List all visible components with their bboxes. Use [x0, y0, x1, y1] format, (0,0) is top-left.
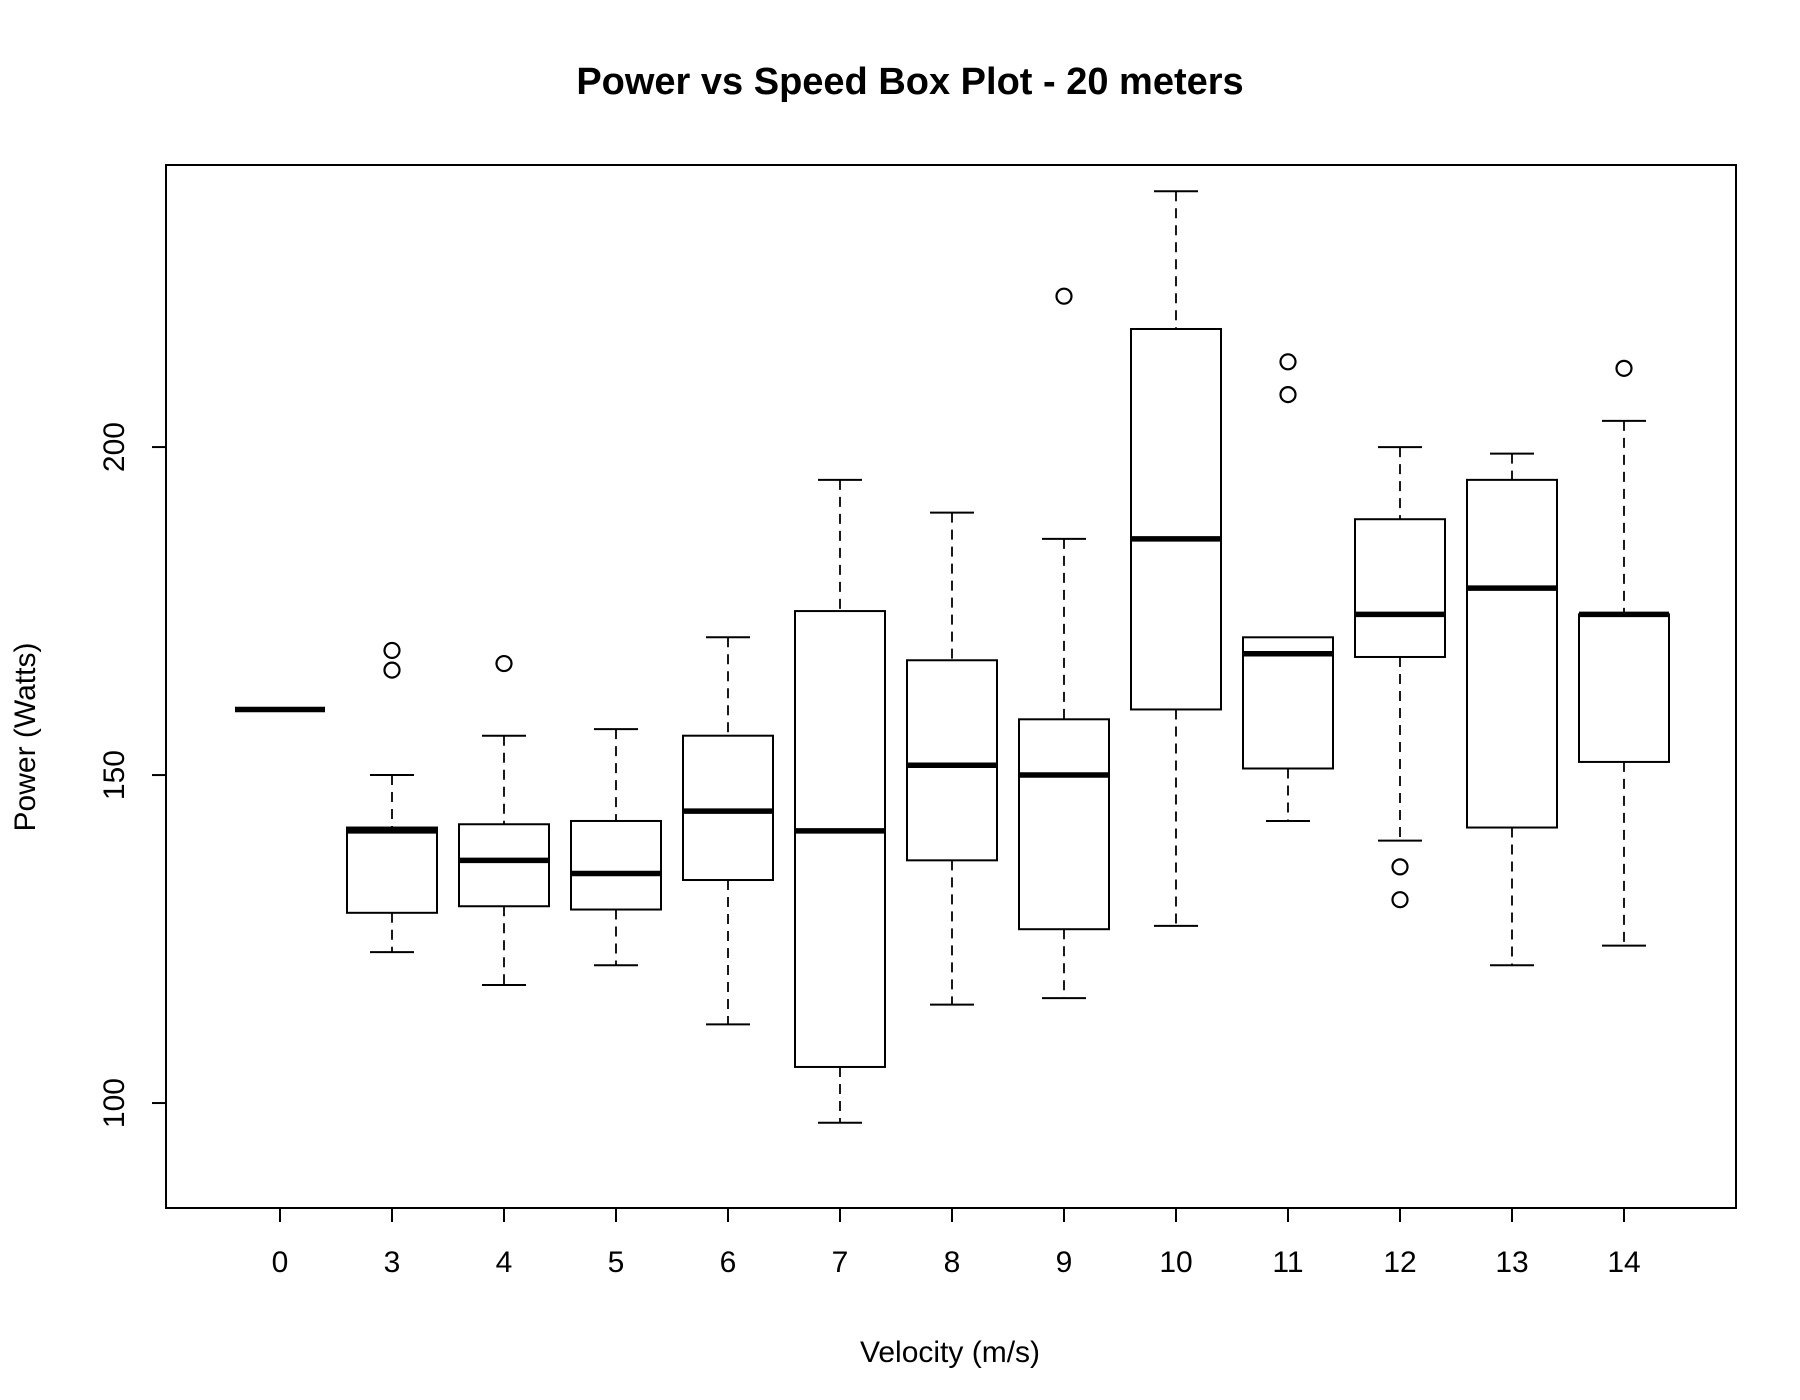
box-group-14: [1578, 359, 1670, 947]
box-group-10: [1130, 190, 1222, 927]
x-tick-label: 4: [496, 1246, 513, 1279]
box-iqr: [1242, 636, 1334, 770]
outlier-point: [383, 661, 401, 679]
outlier-point: [495, 654, 513, 673]
y-tick-label: 100: [98, 1078, 131, 1128]
x-tick-label: 5: [608, 1246, 625, 1279]
outlier-point: [1055, 287, 1073, 305]
outlier-point: [1279, 353, 1297, 371]
outlier-point: [1279, 385, 1297, 404]
box-group-3: [346, 641, 438, 954]
y-axis: 100 150 200: [98, 422, 167, 1128]
box-group-9: [1018, 287, 1110, 1000]
box-iqr: [346, 826, 438, 914]
x-tick-label: 9: [1056, 1246, 1073, 1279]
x-tick-label: 10: [1159, 1246, 1192, 1279]
box-iqr: [1130, 327, 1222, 711]
x-axis-label: Velocity (m/s): [860, 1336, 1040, 1369]
box-group-11: [1242, 353, 1334, 822]
x-tick-label: 3: [384, 1246, 401, 1279]
x-tick-label: 0: [272, 1246, 289, 1279]
x-tick-label: 6: [720, 1246, 737, 1279]
x-tick-label: 12: [1383, 1246, 1416, 1279]
x-tick-label: 8: [944, 1246, 961, 1279]
box-iqr: [1018, 718, 1110, 931]
y-axis-label: Power (Watts): [9, 643, 42, 832]
box-group-5: [570, 728, 662, 967]
box-group-12: [1354, 446, 1446, 909]
box-iqr: [1578, 613, 1670, 763]
box-iqr: [682, 734, 774, 882]
plot-marks: [235, 190, 1670, 1124]
outlier-point: [1391, 858, 1409, 876]
outlier-point: [383, 641, 401, 660]
y-tick-label: 200: [98, 422, 131, 472]
box-iqr: [1354, 518, 1446, 658]
box-group-4: [458, 654, 550, 986]
box-iqr: [906, 659, 998, 862]
outlier-point: [1615, 359, 1633, 377]
box-iqr: [794, 610, 886, 1068]
y-tick-label: 150: [98, 750, 131, 800]
chart-title: Power vs Speed Box Plot - 20 meters: [576, 61, 1243, 103]
x-tick-label: 13: [1495, 1246, 1528, 1279]
x-tick-label: 14: [1607, 1246, 1640, 1279]
box-group-6: [682, 636, 774, 1026]
x-axis: 0 3 4 5 6 7 8 9 10 11 12 13 14: [272, 1207, 1641, 1279]
box-group-13: [1466, 452, 1558, 967]
outlier-point: [1391, 891, 1409, 909]
box-group-8: [906, 511, 998, 1006]
x-tick-label: 7: [832, 1246, 849, 1279]
x-tick-label: 11: [1272, 1246, 1303, 1279]
box-iqr: [458, 823, 550, 908]
box-iqr: [1466, 478, 1558, 829]
box-group-7: [794, 478, 886, 1124]
box-iqr: [570, 819, 662, 911]
